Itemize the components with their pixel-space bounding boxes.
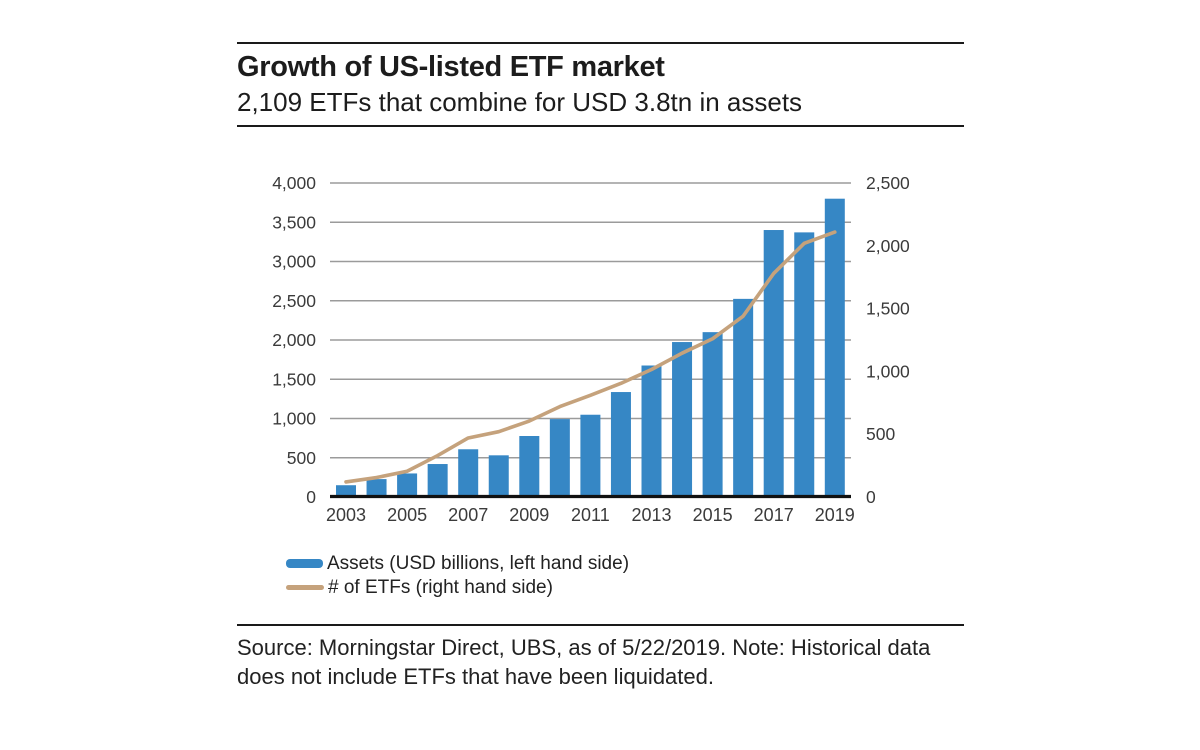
assets-bar-2007: [458, 449, 479, 497]
y-axis-left-tick-label: 1,000: [272, 409, 316, 429]
y-axis-right-tick-label: 1,000: [866, 361, 910, 381]
etf-count-line: [344, 230, 837, 484]
assets-bar-2013: [641, 365, 662, 497]
x-axis-tick-label: 2007: [448, 505, 488, 525]
y-axis-left-tick-label: 4,000: [272, 173, 316, 193]
x-axis-tick-label: 2011: [571, 505, 610, 525]
y-axis-left-tick-label: 3,000: [272, 252, 316, 272]
y-axis-right-tick-label: 0: [866, 487, 876, 507]
header-rule: [237, 42, 964, 45]
chart-legend: Assets (USD billions, left hand side) # …: [286, 551, 629, 599]
y-axis-left-tick-label: 500: [287, 448, 316, 468]
legend-item-etf-count: # of ETFs (right hand side): [286, 575, 629, 599]
assets-bar-2004: [366, 479, 387, 497]
x-axis-tick-label: 2005: [387, 505, 427, 525]
x-axis-tick-label: 2019: [815, 505, 855, 525]
assets-bar-2008: [488, 455, 509, 497]
y-axis-left-tick-label: 0: [306, 487, 316, 507]
y-axis-right-tick-label: 1,500: [866, 299, 910, 319]
subtitle-rule: [237, 125, 964, 127]
assets-bar-2005: [397, 473, 418, 497]
y-axis-left-tick-label: 2,000: [272, 330, 316, 350]
etf-count-line-swatch: [286, 584, 324, 590]
source-note: Source: Morningstar Direct, UBS, as of 5…: [237, 635, 931, 690]
assets-legend-label: Assets (USD billions, left hand side): [327, 552, 630, 574]
y-axis-right-tick-label: 2,500: [866, 173, 910, 193]
legend-item-assets: Assets (USD billions, left hand side): [286, 551, 629, 575]
x-axis-tick-label: 2009: [509, 505, 549, 525]
x-axis-tick-label: 2003: [326, 505, 366, 525]
page-title: Growth of US-listed ETF market: [237, 51, 665, 83]
assets-bar-2016: [733, 298, 754, 497]
y-axis-left-tick-label: 2,500: [272, 291, 316, 311]
y-axis-left-tick-label: 1,500: [272, 369, 316, 389]
assets-bar-2012: [610, 392, 631, 497]
assets-bar-2018: [794, 232, 815, 497]
x-axis-tick-label: 2015: [693, 505, 733, 525]
x-axis-tick-label: 2013: [631, 505, 671, 525]
assets-bar-2006: [427, 464, 448, 497]
assets-bar-2003: [336, 485, 356, 497]
assets-bar-2010: [549, 419, 570, 497]
y-axis-right-tick-label: 500: [866, 424, 895, 444]
assets-bar-swatch: [286, 558, 323, 568]
page-subtitle: 2,109 ETFs that combine for USD 3.8tn in…: [237, 87, 803, 117]
assets-bar-2017: [763, 230, 784, 498]
y-axis-right-tick-label: 2,000: [866, 236, 910, 256]
source-rule: [237, 624, 964, 626]
assets-bar-2014: [672, 342, 693, 497]
x-axis-tick-label: 2017: [754, 505, 794, 525]
etf-count-legend-label: # of ETFs (right hand side): [328, 576, 553, 598]
assets-bar-2019: [824, 198, 845, 497]
assets-bar-2015: [702, 332, 723, 497]
y-axis-left-tick-label: 3,500: [272, 212, 316, 232]
assets-bar-2009: [519, 436, 540, 497]
assets-bar-2011: [580, 414, 601, 497]
